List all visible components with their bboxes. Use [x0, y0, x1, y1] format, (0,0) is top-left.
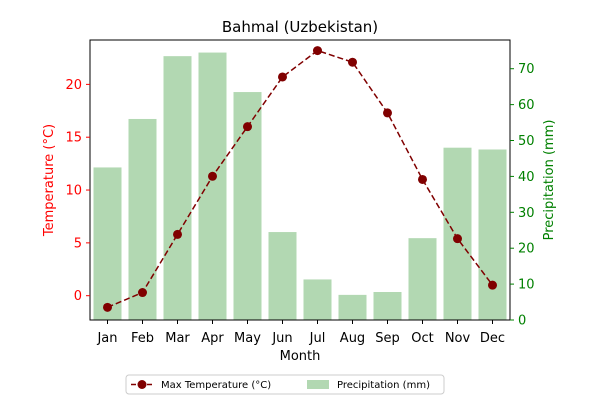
right-tick-label: 50 [518, 134, 535, 149]
x-tick-label: May [234, 331, 261, 346]
chart-title: Bahmal (Uzbekistan) [222, 18, 378, 36]
precipitation-bars [93, 52, 507, 321]
temperature-point-feb [138, 288, 147, 298]
left-tick-label: 0 [74, 289, 82, 304]
precipitation-bar-apr [198, 52, 227, 321]
right-tick-label: 30 [518, 206, 535, 221]
temperature-point-jun [278, 72, 287, 82]
x-tick-label: Feb [131, 331, 154, 346]
temperature-point-dec [488, 280, 497, 290]
plot-frame [89, 39, 511, 321]
right-axis-ticks: 0 10 20 30 40 50 60 70 [510, 62, 535, 329]
x-axis-label: Month [280, 349, 321, 364]
right-tick-label: 0 [518, 314, 526, 329]
left-axis-ticks: 0 5 10 15 20 [65, 78, 90, 304]
x-tick-label: Oct [411, 331, 433, 346]
temperature-point-jan [103, 302, 112, 312]
legend-precipitation-label: Precipitation (mm) [337, 380, 430, 391]
right-tick-label: 60 [518, 98, 535, 113]
x-tick-label: Sep [375, 331, 400, 346]
legend-temperature-marker [137, 380, 147, 389]
temperature-series-line [107, 49, 494, 309]
x-tick-label: Jun [271, 331, 292, 346]
x-tick-label: Apr [201, 331, 224, 346]
precipitation-bar-feb [128, 118, 157, 320]
x-tick-label: Mar [165, 331, 190, 346]
precipitation-bar-jul [303, 279, 332, 320]
temperature-point-may [243, 122, 252, 132]
right-tick-label: 40 [518, 170, 535, 185]
precipitation-bar-jun [268, 232, 297, 320]
left-axis-label: Temperature (°C) [42, 124, 57, 237]
right-tick-label: 20 [518, 242, 535, 257]
temperature-point-mar [173, 229, 182, 239]
left-tick-label: 10 [65, 184, 82, 199]
x-tick-label: Dec [480, 331, 505, 346]
temperature-point-oct [418, 174, 427, 184]
precipitation-bar-oct [408, 238, 437, 320]
precipitation-bar-aug [338, 294, 367, 320]
temperature-point-sep [383, 108, 392, 118]
temperature-point-apr [208, 171, 217, 181]
legend: Max Temperature (°C) Precipitation (mm) [125, 374, 445, 395]
precipitation-bar-nov [443, 147, 472, 320]
temperature-point-jul [313, 46, 322, 56]
x-tick-label: Jan [96, 331, 117, 346]
x-tick-label: Jul [309, 331, 326, 346]
temperature-line [103, 46, 497, 312]
legend-box [125, 374, 445, 395]
temperature-point-nov [453, 234, 462, 244]
right-tick-label: 10 [518, 278, 535, 293]
precipitation-bar-jan [93, 167, 122, 320]
precipitation-bar-dec [478, 149, 507, 320]
temperature-point-aug [348, 57, 357, 67]
x-tick-label: Aug [340, 331, 365, 346]
x-tick-label: Nov [445, 331, 471, 346]
legend-precipitation-swatch [307, 380, 329, 389]
right-axis-label: Precipitation (mm) [542, 120, 557, 241]
legend-temperature-label: Max Temperature (°C) [161, 380, 271, 391]
x-axis-ticks: Jan Feb Mar Apr May Jun Jul Aug Sep Oct Nov Dec [96, 320, 505, 346]
precipitation-bar-sep [373, 292, 402, 320]
left-tick-label: 5 [74, 236, 82, 251]
precipitation-bar-mar [163, 56, 192, 321]
left-tick-label: 20 [65, 78, 82, 93]
right-tick-label: 70 [518, 62, 535, 77]
left-tick-label: 15 [65, 131, 82, 146]
